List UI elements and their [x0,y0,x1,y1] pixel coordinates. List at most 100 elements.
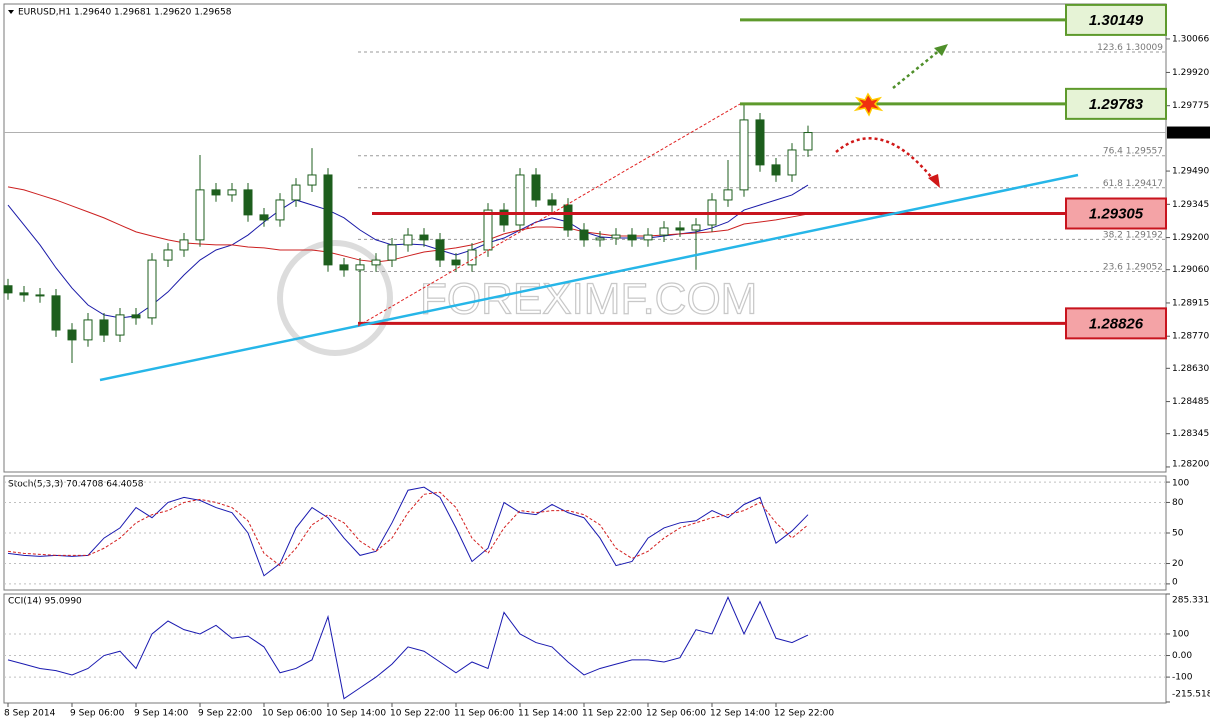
panel-title: EURUSD,H1 1.29640 1.29681 1.29620 1.2965… [18,8,232,18]
x-tick-label: 11 Sep 14:00 [518,709,578,719]
x-tick-label: 11 Sep 22:00 [582,709,642,719]
candle-body [147,259,157,319]
level-label: 1.29783 [1089,96,1144,113]
candle-body [691,224,701,231]
fib-label: 76.4 1.29557 [1103,146,1163,156]
candle-body [451,259,461,266]
fib-value: 1.29192 [1126,230,1163,240]
y-tick-label: 80 [1172,498,1184,508]
fib-value: 1.29052 [1126,262,1163,272]
x-tick-label: 12 Sep 06:00 [646,709,706,719]
candle-body [739,119,749,191]
y-tick-label: -100 [1172,673,1193,683]
candle-body [499,209,509,226]
candle-body [259,214,269,221]
y-tick-label: 1.29345 [1172,200,1209,210]
candle-body [659,227,669,236]
y-tick-label: 1.28200 [1172,460,1209,470]
x-tick-label: 9 Sep 14:00 [134,709,189,719]
fib-value: 1.30009 [1126,43,1163,53]
x-tick-label: 11 Sep 06:00 [454,709,514,719]
y-tick-label: 100 [1172,479,1189,489]
candle-body [483,209,493,251]
indicator-line [7,486,809,577]
fib-label: 123.6 1.30009 [1097,43,1163,53]
panel-title: CCI(14) 95.0990 [8,597,82,607]
candle-body [387,244,397,261]
x-tick-label: 8 Sep 2014 [4,709,56,719]
candle-body [19,292,29,296]
y-tick-label: 50 [1172,528,1184,538]
level-box [1065,87,1167,120]
y-tick-label: 1.28915 [1172,298,1209,308]
candle-body [67,329,77,341]
candle-body [579,229,589,241]
candle-body [211,189,221,196]
candle-body [227,189,237,196]
y-tick-label: 1.29490 [1172,167,1209,177]
level-label: 1.30149 [1089,12,1144,29]
y-tick-label: 1.29060 [1172,265,1209,275]
current-price-box [1167,126,1210,139]
candle-body [803,132,813,151]
x-tick-label: 9 Sep 06:00 [70,709,125,719]
candle-body [51,295,61,331]
candle-body [131,314,141,319]
candle-body [771,164,781,176]
candle-body [179,239,189,251]
fib-label: 61.8 1.29417 [1103,178,1163,188]
y-tick-label: 1.30066 [1172,34,1209,44]
candle-body [291,184,301,201]
up-arrow-head [934,44,948,56]
candle-body [115,314,125,336]
candle-body [531,174,541,201]
candle-body [419,234,429,241]
y-tick-label: 100 [1172,629,1189,639]
candle-body [35,294,45,297]
x-tick-label: 9 Sep 22:00 [198,709,253,719]
up-arrow [892,49,941,89]
fib-value: 1.29557 [1126,146,1163,156]
candle-body [467,249,477,266]
level-label: 1.28826 [1089,315,1144,332]
candle-body [163,249,173,261]
fib-ratio: 61.8 [1103,178,1123,188]
candle-body [723,189,733,201]
y-tick-label: 0 [1172,578,1178,588]
y-tick-label: 20 [1172,559,1184,569]
level-label: 1.29305 [1089,205,1144,222]
fib-ratio: 76.4 [1103,146,1123,156]
x-tick-label: 10 Sep 06:00 [262,709,322,719]
y-tick-label: 285.3317 [1172,596,1210,606]
candle-body [643,234,653,241]
y-tick-label: 1.29775 [1172,101,1209,111]
fib-ratio: 38.2 [1103,230,1123,240]
candle-body [787,149,797,176]
y-tick-label: 1.28770 [1172,332,1209,342]
y-tick-label: 1.28345 [1172,429,1209,439]
x-tick-label: 12 Sep 22:00 [774,709,834,719]
candle-body [323,174,333,266]
candle-body [195,189,205,241]
moving-average [7,186,809,263]
y-tick-label: 1.28485 [1172,397,1209,407]
cci-panel-frame [3,593,1167,704]
y-tick-label: 1.28630 [1172,364,1209,374]
fib-value: 1.29417 [1126,178,1163,188]
candle-body [675,227,685,231]
candle-body [547,199,557,206]
fib-label: 38.2 1.29192 [1103,230,1163,240]
candle-body [515,174,525,226]
candle-body [307,174,317,186]
y-tick-label: 1.29200 [1172,233,1209,243]
candle-body [371,259,381,266]
candle-body [627,234,637,241]
x-tick-label: 10 Sep 14:00 [326,709,386,719]
indicator-line [7,491,809,567]
candle-body [243,189,253,216]
candle-body [435,239,445,261]
candle-body [403,234,413,246]
level-box [1065,3,1167,36]
